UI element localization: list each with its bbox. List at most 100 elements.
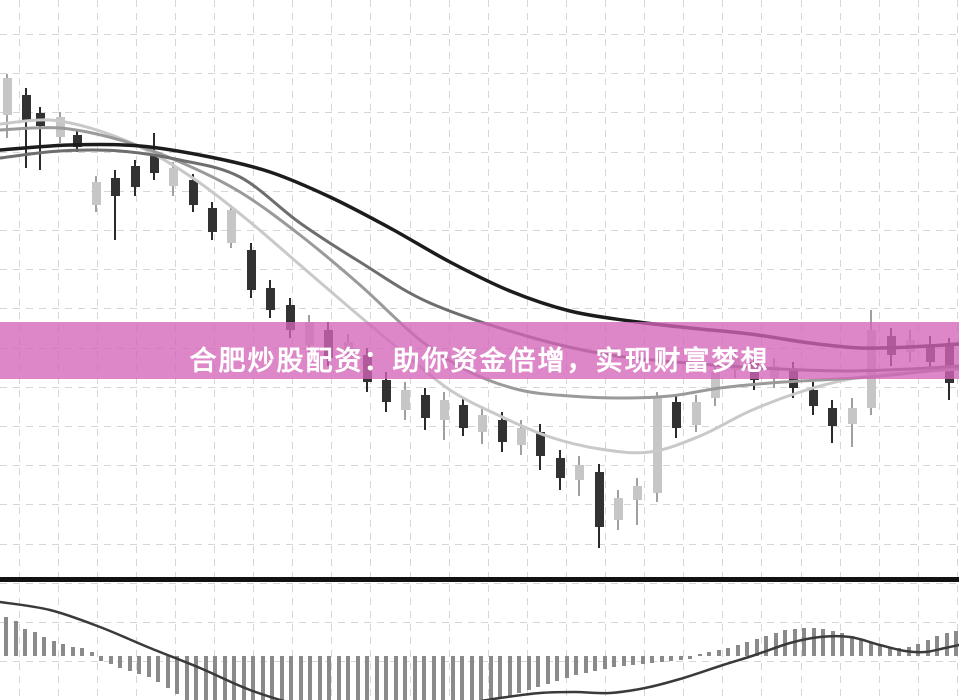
histogram-bar: [23, 629, 27, 656]
candlestick: [420, 395, 430, 418]
histogram-bar: [564, 656, 569, 678]
histogram-bar: [726, 648, 730, 656]
candlestick: [535, 432, 545, 456]
histogram-bar: [583, 656, 588, 673]
candlestick: [594, 472, 604, 527]
histogram-bar: [393, 656, 398, 700]
histogram-bar: [526, 656, 531, 690]
histogram-bar: [374, 656, 379, 700]
candlestick: [207, 208, 217, 232]
histogram-bar: [327, 656, 331, 700]
candlestick: [91, 182, 101, 205]
histogram-bar: [507, 656, 512, 696]
histogram-bar: [754, 639, 759, 656]
histogram-bar: [156, 656, 160, 682]
histogram-bar: [612, 656, 616, 667]
candlestick: [808, 390, 818, 406]
grid-line-horizontal: [0, 308, 959, 310]
histogram-bar: [232, 656, 236, 700]
candlestick: [497, 420, 507, 442]
histogram-bar: [70, 647, 75, 656]
ma-fast-light: [0, 118, 959, 455]
histogram-bar: [688, 656, 692, 659]
candlestick: [847, 408, 857, 424]
histogram-bar: [840, 633, 844, 656]
candlestick: [226, 210, 236, 243]
candlestick: [400, 390, 410, 410]
histogram-bar: [849, 636, 854, 656]
histogram-bar: [697, 654, 702, 656]
histogram-bar: [678, 656, 683, 660]
grid-line-horizontal: [0, 386, 959, 388]
candlestick: [516, 428, 526, 445]
grid-line-horizontal: [0, 543, 959, 545]
candle-wick: [39, 107, 41, 170]
histogram-bar: [517, 656, 521, 693]
histogram-bar: [830, 631, 835, 656]
candlestick: [188, 180, 198, 205]
candlestick: [149, 155, 159, 173]
histogram-bar: [80, 648, 84, 656]
histogram-bar: [897, 648, 901, 656]
histogram-bar: [289, 656, 293, 700]
promo-banner[interactable]: 合肥炒股配资：助你资金倍增，实现财富梦想: [0, 322, 959, 379]
candlestick: [381, 380, 391, 402]
histogram-bar: [631, 656, 635, 665]
histogram-bar: [821, 629, 825, 656]
candlestick: [574, 465, 584, 480]
ma-slowest-black: [0, 142, 959, 350]
histogram-bar: [536, 656, 540, 687]
histogram-bar: [384, 656, 388, 700]
histogram-bar: [127, 656, 132, 671]
grid-line-horizontal: [0, 190, 959, 192]
histogram-bar: [498, 656, 502, 699]
histogram-bar: [213, 656, 217, 700]
histogram-bar: [479, 656, 483, 700]
histogram-bar: [450, 656, 455, 700]
histogram-bar: [4, 617, 8, 656]
histogram-bar: [165, 656, 170, 688]
histogram-bar: [925, 640, 930, 656]
candlestick: [458, 405, 468, 428]
candlestick: [632, 486, 642, 500]
histogram-bar: [650, 656, 654, 663]
grid-line-horizontal: [0, 504, 959, 506]
histogram-bar: [336, 656, 341, 700]
candlestick: [691, 402, 701, 425]
histogram-bar: [935, 636, 939, 656]
grid-line-horizontal: [0, 269, 959, 271]
candlestick: [477, 415, 487, 432]
panel-separator: [0, 577, 959, 582]
histogram-bar: [118, 656, 122, 668]
grid-line-horizontal: [0, 151, 959, 153]
candlestick: [671, 402, 681, 428]
histogram-bar: [203, 656, 208, 700]
histogram-bar: [659, 656, 664, 662]
grid-line-horizontal: [0, 34, 959, 35]
histogram-bar: [412, 656, 417, 700]
histogram-bar: [308, 656, 312, 700]
histogram-bar: [441, 656, 445, 700]
grid-line-horizontal: [0, 465, 959, 467]
candlestick: [285, 305, 295, 330]
histogram-bar: [32, 632, 37, 656]
histogram-bar: [469, 656, 474, 700]
grid-line-horizontal: [0, 582, 959, 584]
histogram-bar: [640, 656, 645, 664]
histogram-bar: [431, 656, 436, 700]
histogram-bar: [317, 656, 322, 700]
histogram-bar: [194, 656, 198, 700]
histogram-bar: [51, 641, 56, 656]
histogram-bar: [811, 628, 816, 656]
grid-line-horizontal: [0, 73, 959, 75]
candlestick: [110, 178, 120, 196]
histogram-bar: [241, 656, 246, 700]
histogram-bar: [545, 656, 550, 684]
candlestick: [72, 135, 82, 147]
banner-text: 合肥炒股配资：助你资金倍增，实现财富梦想: [189, 346, 770, 376]
candlestick: [652, 398, 662, 493]
candle-wick: [636, 478, 638, 525]
histogram-bar: [593, 656, 597, 671]
histogram-bar: [42, 637, 46, 656]
candlestick: [827, 408, 837, 426]
